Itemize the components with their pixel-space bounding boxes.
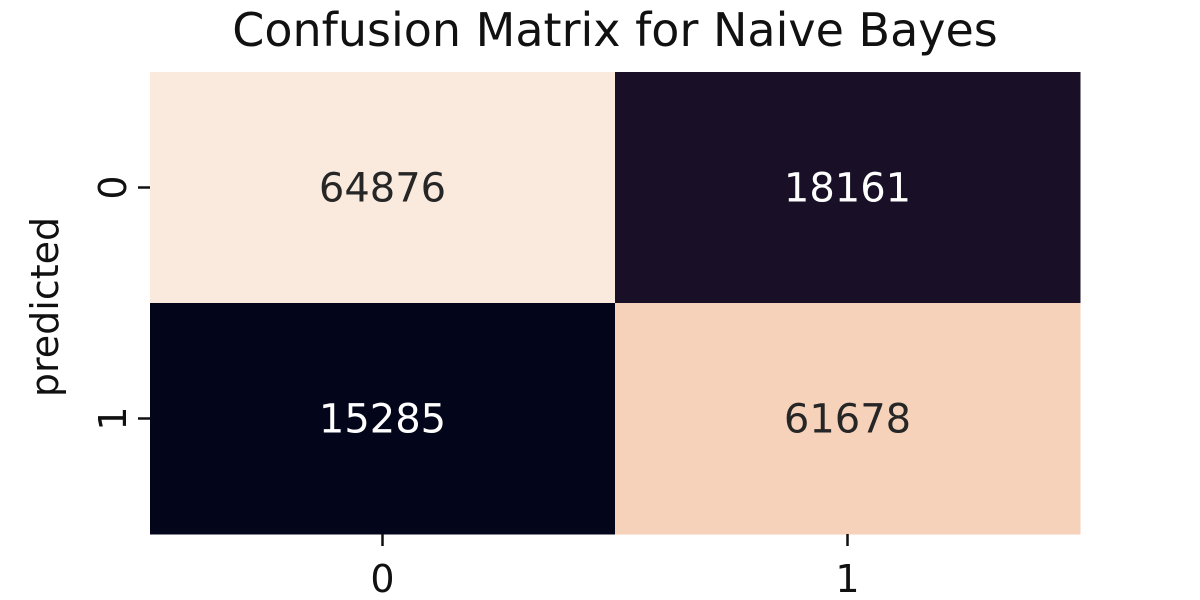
cell-value-label-0-1: 18161: [784, 166, 911, 212]
y-tick-label-0: 0: [91, 175, 135, 199]
cell-value-label-0-0: 64876: [319, 166, 446, 212]
heatmap-cell-0-0: [150, 72, 616, 304]
y-axis-label: predicted: [23, 217, 67, 397]
cell-value-label-1-0: 15285: [319, 397, 446, 443]
chart-title: Confusion Matrix for Naive Bayes: [232, 3, 998, 57]
x-tick-label-1: 1: [835, 557, 859, 600]
heatmap-cell-1-1: [615, 303, 1081, 535]
heatmap-cell-1-0: [150, 303, 616, 535]
heatmap-cell-0-1: [615, 72, 1081, 304]
y-tick-label-1: 1: [91, 406, 135, 430]
cell-value-label-1-1: 61678: [784, 397, 911, 443]
x-tick-label-0: 0: [370, 557, 394, 600]
axis-ticks: 0 1 0 1: [91, 175, 860, 600]
heatmap-cells: 64876 18161 15285 61678: [150, 72, 1081, 535]
